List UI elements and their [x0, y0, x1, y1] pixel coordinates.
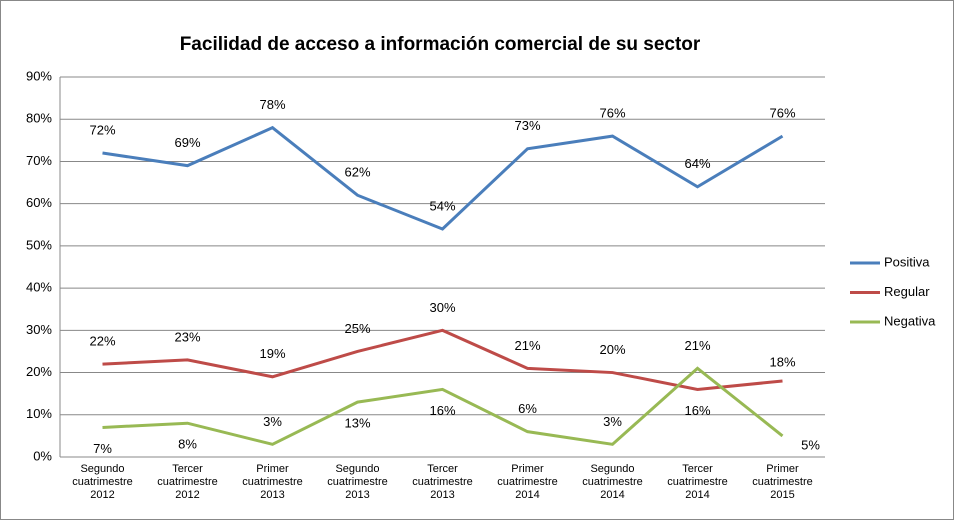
data-label: 18% — [769, 354, 795, 369]
legend-label: Negativa — [884, 313, 936, 328]
series-line — [102, 366, 784, 446]
x-tick-label: Tercer cuatrimestre 2013 — [412, 463, 473, 501]
data-label: 16% — [429, 403, 455, 418]
data-label: 73% — [514, 118, 540, 133]
x-tick-label: Tercer cuatrimestre 2012 — [157, 463, 218, 501]
y-tick-label: 80% — [26, 111, 52, 126]
y-tick-label: 30% — [26, 322, 52, 337]
data-label: 21% — [514, 338, 540, 353]
y-tick-label: 60% — [26, 195, 52, 210]
legend-label: Regular — [884, 284, 930, 299]
data-label: 78% — [259, 97, 285, 112]
y-tick-label: 40% — [26, 280, 52, 295]
data-label: 22% — [89, 334, 115, 349]
x-tick-label: Primer cuatrimestre 2013 — [242, 463, 303, 501]
data-label: 6% — [518, 401, 537, 416]
data-label: 69% — [174, 135, 200, 150]
x-tick-label: Segundo cuatrimestre 2012 — [72, 463, 133, 501]
chart-title: Facilidad de acceso a información comerc… — [180, 34, 701, 55]
series-line — [102, 328, 783, 391]
series-line — [102, 125, 784, 231]
data-label: 20% — [599, 342, 625, 357]
x-tick-label: Segundo cuatrimestre 2013 — [327, 463, 388, 501]
x-tick-label: Primer cuatrimestre 2014 — [497, 463, 558, 501]
data-label: 72% — [89, 122, 115, 137]
y-tick-label: 20% — [26, 364, 52, 379]
data-label: 23% — [174, 329, 200, 344]
data-label: 3% — [263, 414, 282, 429]
y-tick-label: 10% — [26, 406, 52, 421]
data-label: 54% — [429, 198, 455, 213]
y-tick-label: 50% — [26, 237, 52, 252]
data-label: 21% — [684, 338, 710, 353]
data-label: 3% — [603, 414, 622, 429]
data-label: 62% — [344, 165, 370, 180]
x-tick-label: Tercer cuatrimestre 2014 — [667, 463, 728, 501]
data-label: 8% — [178, 437, 197, 452]
data-label: 64% — [684, 156, 710, 171]
data-label: 76% — [599, 106, 625, 121]
data-label: 30% — [429, 300, 455, 315]
data-label: 19% — [259, 346, 285, 361]
y-tick-label: 70% — [26, 153, 52, 168]
data-label: 5% — [801, 437, 820, 452]
data-label: 76% — [769, 106, 795, 121]
data-label: 13% — [344, 416, 370, 431]
y-tick-label: 90% — [26, 68, 52, 83]
legend-label: Positiva — [884, 254, 930, 269]
x-tick-label: Primer cuatrimestre 2015 — [752, 463, 813, 501]
data-label: 7% — [93, 441, 112, 456]
y-tick-label: 0% — [33, 448, 52, 463]
data-label: 25% — [344, 321, 370, 336]
data-label: 16% — [684, 403, 710, 418]
x-tick-label: Segundo cuatrimestre 2014 — [582, 463, 643, 501]
